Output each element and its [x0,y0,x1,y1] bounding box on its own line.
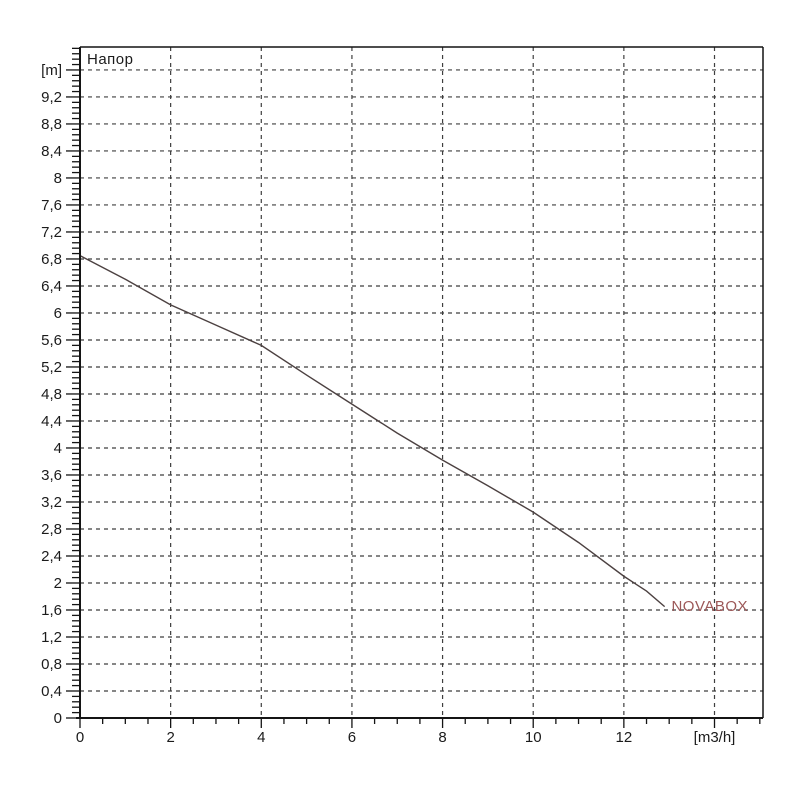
tick-labels: 0 2 4 6 8 10 12 [m3/h] 0 0,4 0,8 1,2 1,6 2 2,4 2,8 3,2 3,… [41,62,735,746]
y-tick-label: 1,6 [41,602,62,619]
x-tick-label: 0 [76,729,84,746]
y-tick-label: 8 [54,170,62,187]
y-tick-label: 8,8 [41,116,62,133]
y-tick-label: [m] [41,62,62,79]
x-tick-label: 4 [257,729,265,746]
axis-ticks [66,47,761,728]
y-tick-label: 7,2 [41,224,62,241]
x-tick-label: 12 [616,729,633,746]
y-tick-label: 2,4 [41,548,62,565]
y-tick-label: 2 [54,575,62,592]
y-tick-label: 5,2 [41,359,62,376]
y-tick-label: 1,2 [41,629,62,646]
y-tick-label: 6,4 [41,278,62,295]
series-label-novabox: NOVABOX [671,597,749,615]
y-tick-label: 6,8 [41,251,62,268]
x-tick-label: [m3/h] [694,729,736,746]
y-tick-label: 4,4 [41,413,62,430]
y-tick-label: 9,2 [41,89,62,106]
plot-frame [76,46,764,719]
y-tick-label: 8,4 [41,143,62,160]
y-tick-label: 0,8 [41,656,62,673]
x-tick-label: 8 [438,729,446,746]
y-tick-label: 4 [54,440,62,457]
gridlines [80,47,763,718]
x-tick-label: 2 [166,729,174,746]
y-tick-label: 2,8 [41,521,62,538]
chart-title: Напор [87,51,134,68]
y-tick-label: 3,6 [41,467,62,484]
x-tick-label: 10 [525,729,542,746]
y-tick-label: 0,4 [41,683,62,700]
pump-curve [79,254,666,608]
y-tick-label: 0 [54,710,62,727]
y-tick-label: 7,6 [41,197,62,214]
y-tick-label: 4,8 [41,386,62,403]
x-tick-label: 6 [348,729,356,746]
novabox-curve [79,254,666,608]
y-tick-label: 6 [54,305,62,322]
y-tick-label: 5,6 [41,332,62,349]
y-tick-label: 3,2 [41,494,62,511]
